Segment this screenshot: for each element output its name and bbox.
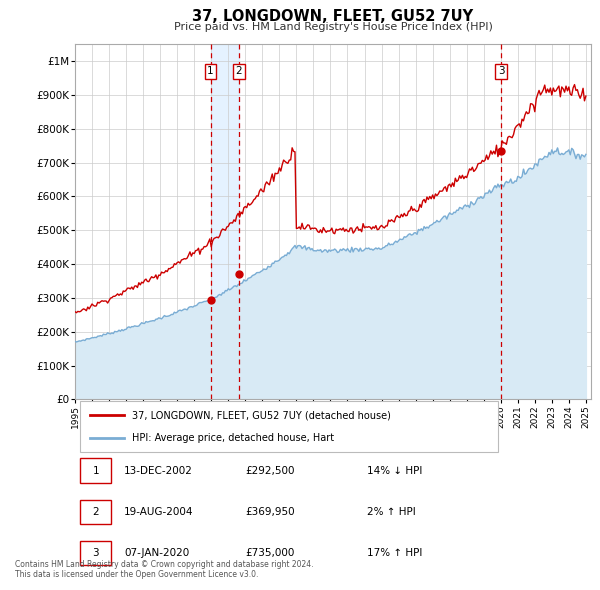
- Text: £735,000: £735,000: [245, 548, 295, 558]
- FancyBboxPatch shape: [80, 458, 111, 483]
- FancyBboxPatch shape: [80, 541, 111, 565]
- Text: 2: 2: [92, 507, 99, 517]
- Text: 37, LONGDOWN, FLEET, GU52 7UY (detached house): 37, LONGDOWN, FLEET, GU52 7UY (detached …: [132, 411, 391, 421]
- Text: This data is licensed under the Open Government Licence v3.0.: This data is licensed under the Open Gov…: [15, 571, 259, 579]
- FancyBboxPatch shape: [80, 500, 111, 524]
- Text: 17% ↑ HPI: 17% ↑ HPI: [367, 548, 422, 558]
- Text: 1: 1: [92, 466, 99, 476]
- Text: 1: 1: [207, 66, 214, 76]
- Text: 14% ↓ HPI: 14% ↓ HPI: [367, 466, 422, 476]
- Text: 13-DEC-2002: 13-DEC-2002: [124, 466, 193, 476]
- Text: 19-AUG-2004: 19-AUG-2004: [124, 507, 194, 517]
- Text: HPI: Average price, detached house, Hart: HPI: Average price, detached house, Hart: [132, 432, 334, 442]
- Text: Price paid vs. HM Land Registry's House Price Index (HPI): Price paid vs. HM Land Registry's House …: [173, 22, 493, 32]
- Text: 2% ↑ HPI: 2% ↑ HPI: [367, 507, 415, 517]
- Text: £292,500: £292,500: [245, 466, 295, 476]
- Text: 3: 3: [92, 548, 99, 558]
- Text: 2: 2: [236, 66, 242, 76]
- FancyBboxPatch shape: [80, 401, 498, 452]
- Bar: [211, 44, 239, 399]
- Text: 07-JAN-2020: 07-JAN-2020: [124, 548, 189, 558]
- Text: Contains HM Land Registry data © Crown copyright and database right 2024.: Contains HM Land Registry data © Crown c…: [15, 560, 314, 569]
- Text: 3: 3: [498, 66, 505, 76]
- Text: 37, LONGDOWN, FLEET, GU52 7UY: 37, LONGDOWN, FLEET, GU52 7UY: [193, 9, 473, 24]
- Text: £369,950: £369,950: [245, 507, 295, 517]
